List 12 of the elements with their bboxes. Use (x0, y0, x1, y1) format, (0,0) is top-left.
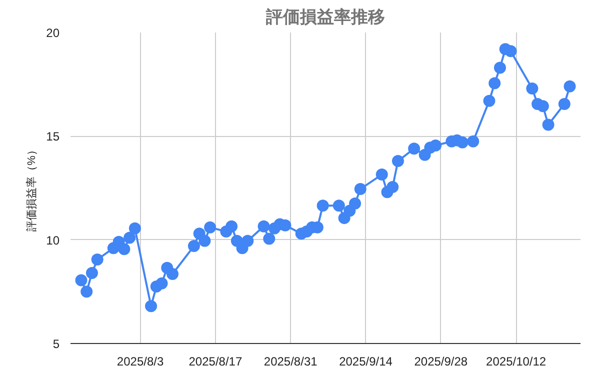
chart-title: 評価損益率推移 (265, 8, 385, 28)
x-tick-label: 2025/10/12 (486, 354, 546, 368)
x-tick-label: 2025/9/28 (414, 354, 468, 368)
y-tick-label: 15 (46, 130, 60, 144)
y-tick-label: 5 (52, 337, 60, 351)
y-tick-label: 10 (46, 233, 60, 248)
x-tick-label: 2025/8/3 (116, 354, 164, 368)
y-axis-title: 評価損益率（%） (25, 144, 38, 232)
x-tick-label: 2025/9/14 (339, 354, 393, 368)
x-tick-label: 2025/8/31 (264, 354, 318, 368)
x-tick-label: 2025/8/17 (188, 354, 242, 368)
y-tick-label: 20 (46, 26, 60, 40)
